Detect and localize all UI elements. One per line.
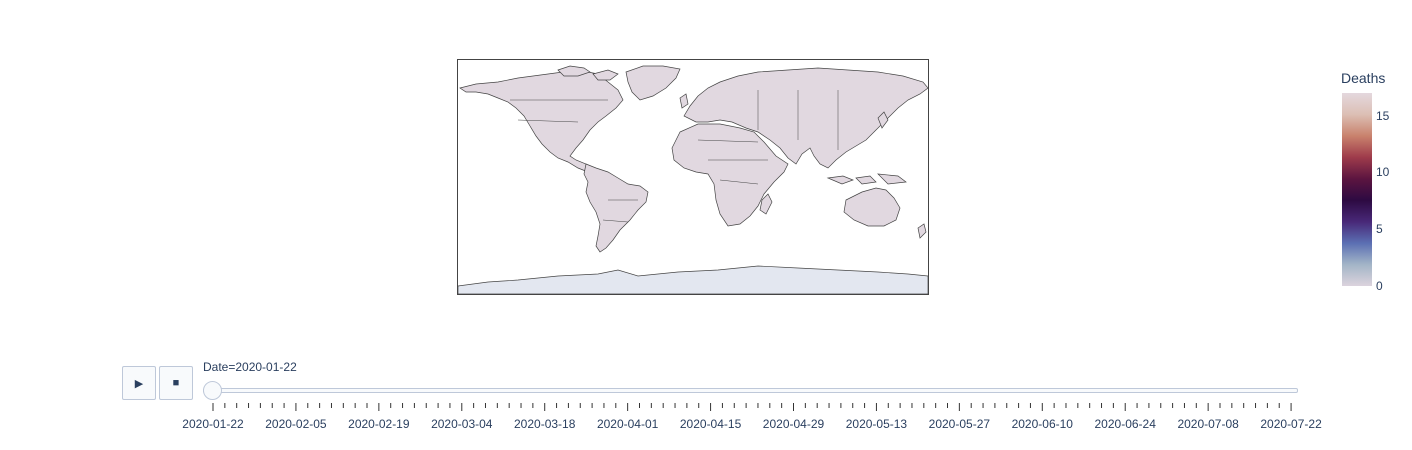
slider-handle[interactable] bbox=[203, 381, 222, 400]
slider-tick-label[interactable]: 2020-02-05 bbox=[265, 417, 327, 431]
colorbar-tick-label: 0 bbox=[1376, 279, 1383, 293]
play-button[interactable]: ▶ bbox=[122, 366, 156, 400]
slider-tick-label[interactable]: 2020-01-22 bbox=[182, 417, 244, 431]
slider-current-value: 2020-01-22 bbox=[235, 360, 297, 374]
slider-tick-label[interactable]: 2020-05-27 bbox=[928, 417, 991, 431]
slider-tick-label[interactable]: 2020-05-13 bbox=[845, 417, 908, 431]
colorbar-title: Deaths bbox=[1341, 70, 1386, 86]
colorbar-tick-label: 5 bbox=[1376, 222, 1383, 237]
japan bbox=[877, 111, 889, 129]
world-map[interactable] bbox=[457, 59, 929, 295]
play-icon: ▶ bbox=[134, 377, 144, 390]
slider-tick-label[interactable]: 2020-03-18 bbox=[514, 417, 576, 431]
indonesia bbox=[826, 173, 907, 185]
slider-tick-label[interactable]: 2020-04-29 bbox=[762, 417, 825, 431]
country-borders bbox=[510, 90, 839, 223]
slider-tick-label[interactable]: 2020-04-15 bbox=[679, 417, 742, 431]
slider-tick-label[interactable]: 2020-07-22 bbox=[1260, 417, 1322, 431]
new-zealand bbox=[917, 223, 927, 239]
slider-current-label: Date=2020-01-22 bbox=[203, 360, 297, 374]
south-america bbox=[583, 163, 649, 253]
slider-tick-label[interactable]: 2020-04-01 bbox=[596, 417, 659, 431]
colorbar-gradient bbox=[1342, 93, 1372, 286]
colorbar-tick-label: 10 bbox=[1376, 165, 1390, 180]
slider-rail[interactable] bbox=[203, 388, 1298, 393]
slider-tick-label[interactable]: 2020-03-04 bbox=[431, 417, 493, 431]
uk bbox=[679, 93, 689, 109]
stop-icon: ■ bbox=[172, 377, 180, 389]
arctic-islands bbox=[557, 65, 619, 81]
madagascar bbox=[759, 193, 773, 215]
eurasia bbox=[683, 67, 928, 169]
slider-prefix: Date= bbox=[203, 360, 236, 374]
slider-tick-label[interactable]: 2020-07-08 bbox=[1177, 417, 1239, 431]
antarctica bbox=[458, 265, 928, 294]
slider-tickmarks bbox=[212, 403, 1292, 411]
greenland bbox=[625, 65, 681, 101]
stop-button[interactable]: ■ bbox=[159, 366, 193, 400]
slider-tick-label[interactable]: 2020-02-19 bbox=[348, 417, 410, 431]
colorbar-tick-label: 15 bbox=[1376, 108, 1390, 123]
world-map-svg bbox=[458, 60, 928, 294]
africa bbox=[671, 123, 789, 227]
slider-tick-label[interactable]: 2020-06-24 bbox=[1094, 417, 1156, 431]
australia bbox=[843, 187, 901, 227]
slider-tick-label[interactable]: 2020-06-10 bbox=[1011, 417, 1073, 431]
